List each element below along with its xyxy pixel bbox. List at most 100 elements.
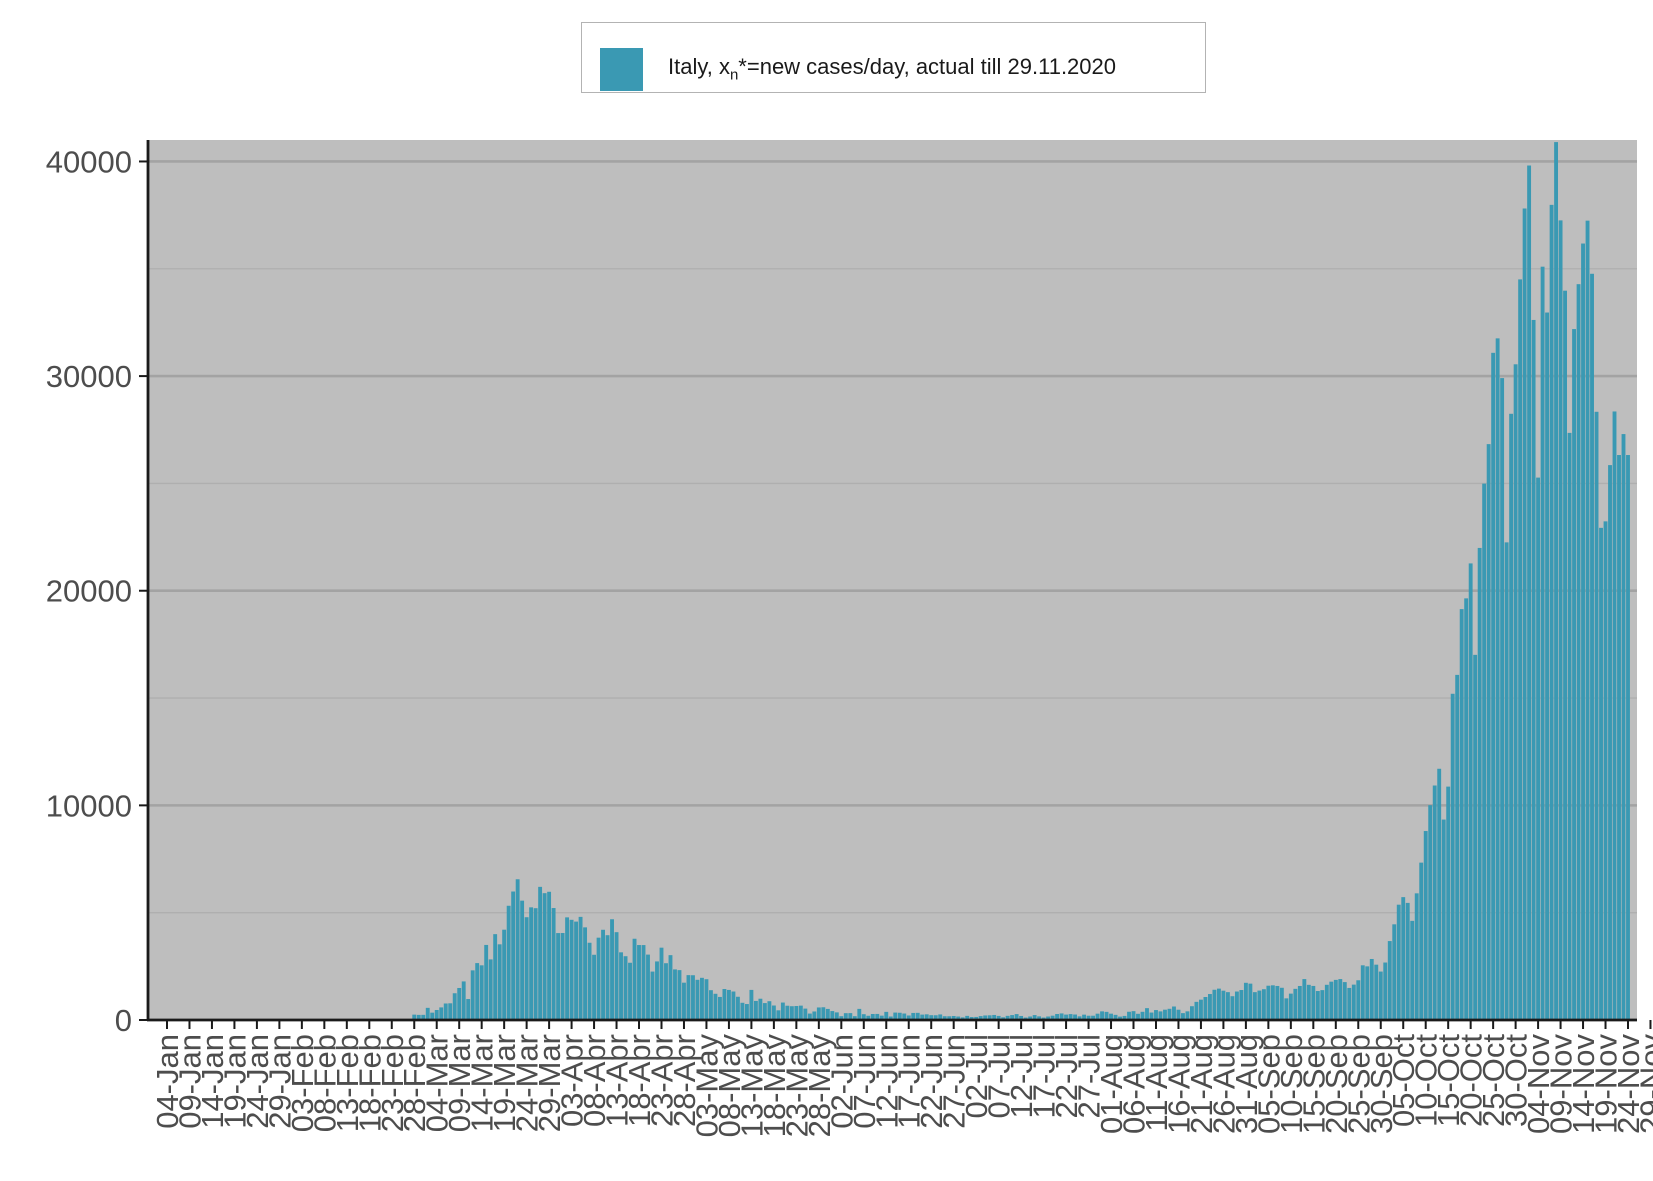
bar [1433, 786, 1437, 1020]
x-tick-label: 29-Nov [1633, 1034, 1653, 1134]
bar [624, 956, 628, 1020]
bar [1275, 986, 1279, 1020]
bar [601, 930, 605, 1020]
bar [1311, 986, 1315, 1020]
bar [696, 980, 700, 1020]
bar [637, 945, 641, 1020]
bar [457, 988, 461, 1020]
bar [1177, 1010, 1181, 1020]
bar [570, 920, 574, 1020]
bar [776, 1010, 780, 1020]
bar [1464, 598, 1468, 1020]
bar [673, 969, 677, 1020]
y-axis-ticks: 0 10000 20000 30000 40000 [46, 144, 148, 1038]
bar [1320, 990, 1324, 1020]
bar [1626, 455, 1630, 1020]
bar [1491, 353, 1495, 1020]
bar [507, 906, 511, 1020]
bar [1298, 986, 1302, 1020]
bar [1334, 980, 1338, 1020]
bar [740, 1003, 744, 1020]
bar [1199, 1000, 1203, 1020]
bar [1221, 991, 1225, 1020]
bar [1482, 484, 1486, 1020]
bar [785, 1006, 789, 1020]
y-tick-label: 10000 [46, 788, 132, 823]
bar [615, 932, 619, 1020]
bar [1316, 991, 1320, 1020]
bar [1523, 208, 1527, 1020]
bar [1208, 994, 1212, 1020]
bar [1550, 205, 1554, 1020]
bar [565, 917, 569, 1020]
bar [700, 978, 704, 1020]
bar [781, 1003, 785, 1020]
bar [525, 917, 529, 1020]
bar [1172, 1007, 1176, 1021]
bar [767, 1001, 771, 1020]
bar [1595, 412, 1599, 1020]
bar [1536, 478, 1540, 1020]
bar [1469, 563, 1473, 1020]
bar [1428, 805, 1432, 1020]
bar [484, 945, 488, 1020]
bar [1284, 998, 1288, 1020]
bar [1532, 320, 1536, 1020]
bar [1374, 965, 1378, 1020]
y-tick-label: 0 [115, 1003, 132, 1038]
y-tick-label: 20000 [46, 574, 132, 609]
bar [1307, 985, 1311, 1020]
bar [660, 948, 664, 1020]
bar [1424, 831, 1428, 1020]
y-tick-label: 30000 [46, 359, 132, 394]
bar [1154, 1010, 1158, 1020]
bar [1613, 411, 1617, 1020]
bar [817, 1007, 821, 1020]
bar [745, 1004, 749, 1020]
bar [597, 938, 601, 1020]
bar [534, 908, 538, 1020]
bar [731, 992, 735, 1020]
bar [475, 963, 479, 1020]
bar [1559, 220, 1563, 1020]
bar [1617, 455, 1621, 1020]
bar [1509, 414, 1513, 1020]
bar [1545, 313, 1549, 1020]
bar [439, 1007, 443, 1020]
bar [1338, 979, 1342, 1020]
bar [1204, 997, 1208, 1020]
bar [1163, 1010, 1167, 1020]
bar [610, 919, 614, 1020]
bar [1383, 963, 1387, 1020]
bar [1145, 1008, 1149, 1020]
bar [1397, 905, 1401, 1020]
bar [794, 1006, 798, 1020]
bar [1329, 982, 1333, 1020]
bar [1451, 694, 1455, 1020]
bar [669, 955, 673, 1020]
bar [543, 893, 547, 1020]
bar [1168, 1009, 1172, 1020]
bar [1253, 992, 1257, 1020]
bar [1289, 994, 1293, 1020]
bar [682, 983, 686, 1020]
bar [1365, 966, 1369, 1020]
bar [453, 993, 457, 1020]
bar [628, 963, 632, 1020]
bar [1280, 988, 1284, 1020]
bar [857, 1009, 861, 1020]
bar [1500, 378, 1504, 1020]
bar [462, 981, 466, 1020]
bar [1599, 528, 1603, 1020]
bar [1352, 985, 1356, 1020]
bar [1496, 338, 1500, 1020]
bar [1487, 444, 1491, 1020]
bar [516, 879, 520, 1020]
bar [826, 1009, 830, 1020]
bar [1257, 991, 1261, 1020]
bar [790, 1006, 794, 1020]
bar [1505, 542, 1509, 1020]
bar [1563, 291, 1567, 1020]
bar [592, 955, 596, 1020]
